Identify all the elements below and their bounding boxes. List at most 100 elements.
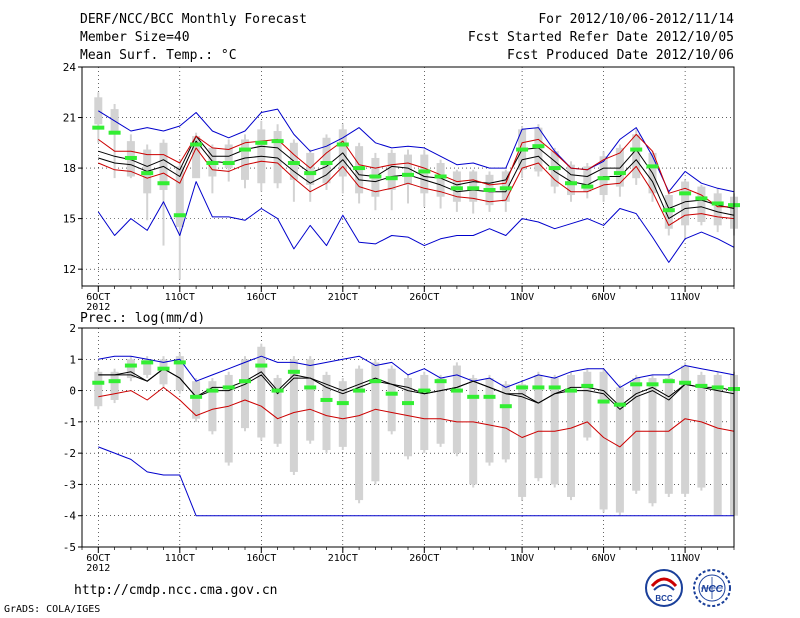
temperature-median-marker [108, 130, 121, 135]
temperature-box [404, 154, 412, 185]
bcc-logo-text: BCC [655, 594, 673, 603]
chart-title: DERF/NCC/BCC Monthly Forecast [80, 12, 307, 27]
precipitation-median-marker [222, 385, 235, 390]
precipitation-box [681, 365, 690, 494]
precipitation-median-marker [336, 401, 349, 406]
precipitation-median-marker [271, 388, 284, 393]
precipitation-ytick-label: 0 [69, 385, 76, 398]
precipitation-median-marker [532, 385, 545, 390]
precipitation-box [632, 378, 641, 491]
precipitation-median-marker [548, 385, 561, 390]
temperature-median-marker [173, 213, 186, 218]
temperature-series-observed-upper [98, 133, 734, 208]
temperature-box [420, 154, 429, 194]
temperature-series-min [98, 108, 735, 193]
precipitation-box [371, 362, 380, 482]
precipitation-box [534, 374, 543, 479]
precipitation-box [257, 346, 266, 438]
temperature-box [615, 147, 624, 187]
precipitation-box [175, 356, 184, 391]
temperature-median-marker [597, 176, 610, 181]
temperature-median-marker [695, 196, 708, 201]
temperature-series-observed [98, 147, 735, 226]
precipitation-box [273, 378, 282, 444]
precipitation-median-marker [434, 379, 447, 384]
temperature-median-marker [287, 161, 300, 166]
temperature-box [583, 166, 592, 192]
temperature-median-marker [565, 181, 577, 186]
ncc-logo-text: NCC [701, 584, 723, 595]
temperature-median-marker [467, 186, 480, 191]
temperature-median-marker [613, 171, 626, 176]
temperature-median-marker [646, 164, 659, 169]
precipitation-median-marker [597, 399, 610, 404]
precipitation-median-marker [613, 402, 626, 407]
temperature-series-mean [98, 140, 735, 220]
precipitation-box [94, 371, 103, 407]
precipitation-median-marker [418, 388, 431, 393]
temperature-box [387, 152, 396, 190]
precipitation-box [322, 374, 331, 451]
temperature-variable-label: Mean Surf. Temp.: °C [80, 48, 237, 63]
precipitation-box [110, 371, 119, 400]
precipitation-ytick-label: 2 [69, 322, 76, 335]
precipitation-box [648, 378, 657, 504]
temperature-xtick-label: 26OCT [409, 292, 439, 303]
precipitation-median-marker [320, 397, 333, 402]
temperature-median-marker [483, 187, 496, 192]
temperature-median-marker [516, 147, 529, 152]
precipitation-median-marker [402, 401, 414, 406]
temperature-median-marker [141, 171, 154, 176]
temperature-xtick-label: 6NOV [592, 292, 616, 303]
precipitation-box [501, 384, 510, 460]
precipitation-box [697, 374, 706, 488]
member-size-label: Member Size=40 [80, 30, 190, 45]
precipitation-median-marker [450, 388, 463, 393]
precipitation-box [599, 371, 608, 510]
precipitation-ytick-label: -5 [63, 541, 76, 554]
forecast-produced-label: Fcst Produced Date 2012/10/06 [507, 48, 734, 63]
temperature-median-marker [336, 142, 349, 147]
precipitation-median-marker [157, 366, 170, 371]
precipitation-ytick-label: 1 [69, 353, 76, 366]
temperature-median-marker [304, 171, 317, 176]
precipitation-median-marker [499, 404, 512, 409]
temperature-ytick-label: 21 [63, 112, 76, 125]
precipitation-box [567, 374, 575, 497]
temperature-box [110, 109, 119, 135]
precipitation-median-marker [711, 385, 724, 390]
temperature-box [632, 134, 641, 179]
temperature-xtick-label: 6OCT [86, 292, 110, 303]
temperature-median-marker [369, 174, 382, 179]
temperature-box [94, 97, 103, 125]
temperature-box [273, 131, 282, 184]
precipitation-title: Prec.: log(mm/d) [80, 311, 205, 326]
precipitation-median-marker [516, 385, 529, 390]
precipitation-box [664, 378, 673, 494]
precipitation-box [241, 359, 249, 429]
temperature-median-marker [206, 161, 219, 166]
precipitation-median-marker [239, 379, 251, 384]
precipitation-box [126, 359, 135, 379]
precipitation-ytick-label: -4 [63, 510, 77, 523]
website-url[interactable]: http://cmdp.ncc.cma.gov.cn [74, 583, 278, 598]
precipitation-box [420, 374, 429, 451]
precipitation-box [615, 387, 624, 513]
precipitation-median-marker [581, 383, 594, 388]
ncc-logo: NCC [693, 569, 731, 607]
temperature-box [534, 127, 543, 172]
precipitation-median-marker [141, 360, 154, 365]
precipitation-xtick-label: 11NOV [670, 553, 700, 564]
temperature-median-marker [157, 181, 170, 186]
temperature-series-mean-upper [98, 135, 735, 209]
temperature-xtick-label: 1NOV [510, 292, 534, 303]
temperature-box [567, 164, 575, 196]
precipitation-median-marker [385, 391, 398, 396]
precipitation-xtick-label: 26OCT [409, 553, 439, 564]
precipitation-box [583, 371, 592, 438]
precipitation-median-marker [108, 379, 121, 384]
precipitation-ytick-label: -1 [63, 416, 76, 429]
